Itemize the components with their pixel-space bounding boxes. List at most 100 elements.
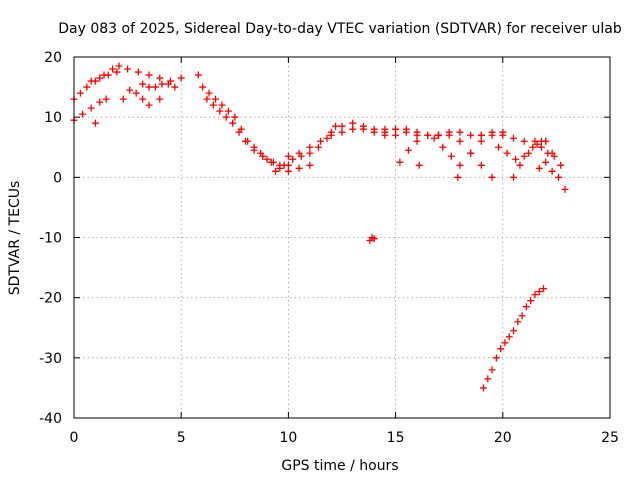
data-point xyxy=(447,152,455,160)
data-point xyxy=(306,161,314,169)
data-point xyxy=(314,143,322,151)
data-point xyxy=(520,137,528,145)
data-point xyxy=(194,71,202,79)
x-tick-label: 5 xyxy=(177,430,186,446)
data-point xyxy=(263,155,271,163)
series-arc-w xyxy=(480,285,548,392)
data-point xyxy=(370,128,378,136)
data-point xyxy=(109,65,117,73)
data-point xyxy=(231,113,239,121)
x-tick-label: 25 xyxy=(601,430,619,446)
data-point xyxy=(488,128,496,136)
series-arc-v xyxy=(366,234,378,245)
data-point xyxy=(76,89,84,97)
data-point xyxy=(392,131,400,139)
data-point xyxy=(525,149,533,157)
data-point xyxy=(488,366,496,374)
series-arc-j xyxy=(327,125,400,139)
data-point xyxy=(467,149,475,157)
data-point xyxy=(381,128,389,136)
data-point xyxy=(349,119,357,127)
data-point xyxy=(124,65,132,73)
data-point xyxy=(555,173,563,181)
data-point xyxy=(484,375,492,383)
data-point xyxy=(396,158,404,166)
data-point xyxy=(205,89,213,97)
data-point xyxy=(259,152,267,160)
data-point xyxy=(480,384,488,392)
data-point xyxy=(404,146,412,154)
data-point xyxy=(216,107,224,115)
data-point xyxy=(445,131,453,139)
data-point xyxy=(295,149,303,157)
data-point xyxy=(338,128,346,136)
data-point xyxy=(392,125,400,133)
series-arc-d xyxy=(126,86,153,109)
data-point xyxy=(79,110,87,118)
data-point xyxy=(306,149,314,157)
series-arc-g xyxy=(203,95,314,175)
data-point xyxy=(510,134,518,142)
data-point xyxy=(156,74,164,82)
data-point xyxy=(171,83,179,91)
y-tick-label: 0 xyxy=(53,170,62,186)
data-point xyxy=(235,128,243,136)
data-point xyxy=(535,164,543,172)
series-arc-m xyxy=(430,134,464,169)
data-point xyxy=(370,235,378,243)
data-point xyxy=(510,173,518,181)
data-point xyxy=(276,164,284,172)
series-arc-t xyxy=(548,167,569,193)
data-point xyxy=(514,318,522,326)
data-point xyxy=(477,131,485,139)
data-point xyxy=(488,173,496,181)
data-point xyxy=(499,131,507,139)
data-point xyxy=(139,80,147,88)
data-point xyxy=(540,285,548,293)
grid xyxy=(74,57,610,418)
series-arc-h xyxy=(272,122,340,175)
data-point xyxy=(548,149,556,157)
data-point xyxy=(222,113,230,121)
data-point xyxy=(212,95,220,103)
y-tick-label: 10 xyxy=(44,110,62,126)
data-point xyxy=(533,140,541,148)
data-point xyxy=(456,137,464,145)
data-point xyxy=(203,95,211,103)
data-point xyxy=(510,327,518,335)
data-point xyxy=(218,101,226,109)
x-tick-label: 20 xyxy=(494,430,512,446)
data-point xyxy=(177,74,185,82)
data-point xyxy=(338,122,346,130)
data-point xyxy=(289,155,297,163)
data-point xyxy=(531,291,539,299)
data-point xyxy=(413,128,421,136)
data-point xyxy=(306,143,314,151)
data-point xyxy=(430,134,438,142)
y-tick-label: -30 xyxy=(39,351,62,367)
data-point xyxy=(467,131,475,139)
data-point xyxy=(145,101,153,109)
data-point xyxy=(115,62,123,70)
x-tick-label: 15 xyxy=(387,430,405,446)
data-point xyxy=(434,131,442,139)
data-point xyxy=(516,161,524,169)
data-point xyxy=(497,345,505,353)
data-point xyxy=(456,161,464,169)
data-point xyxy=(518,312,526,320)
y-tick-labels: -40 -30 -20 -10 0 10 20 xyxy=(39,50,62,427)
data-point xyxy=(542,137,550,145)
data-point xyxy=(505,333,513,341)
data-point xyxy=(548,167,556,175)
data-point xyxy=(529,143,537,151)
data-point xyxy=(492,354,500,362)
series-arc-f xyxy=(194,71,292,169)
data-point xyxy=(512,155,520,163)
data-point xyxy=(209,101,217,109)
data-point xyxy=(158,80,166,88)
data-point xyxy=(561,185,569,193)
y-tick-label: -40 xyxy=(39,411,62,427)
data-point xyxy=(495,143,503,151)
series-arc-c xyxy=(87,65,185,85)
data-point xyxy=(413,137,421,145)
